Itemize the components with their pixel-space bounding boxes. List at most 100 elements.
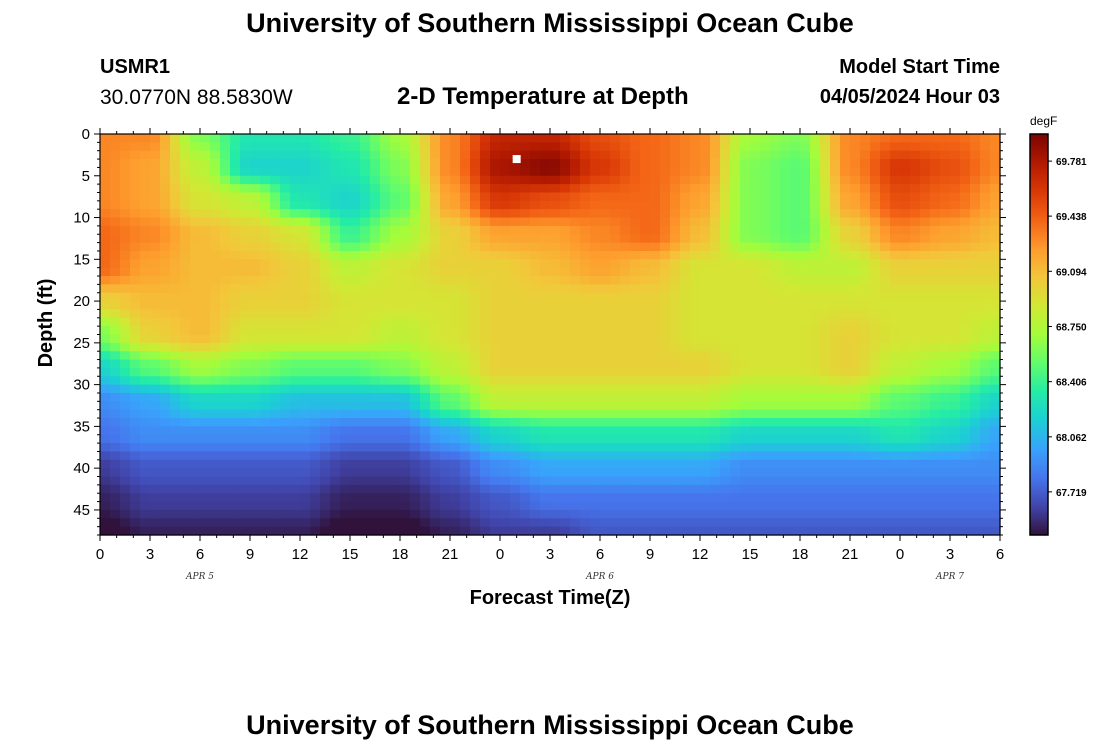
- heatmap-cell: [450, 217, 461, 227]
- heatmap-cell: [970, 134, 981, 143]
- heatmap-cell: [670, 317, 681, 327]
- heatmap-cell: [960, 359, 971, 369]
- heatmap-cell: [690, 342, 701, 352]
- heatmap-cell: [980, 134, 991, 143]
- heatmap-cell: [250, 342, 261, 352]
- heatmap-cell: [360, 351, 371, 361]
- heatmap-cell: [190, 225, 201, 235]
- heatmap-cell: [530, 250, 541, 260]
- heatmap-cell: [400, 484, 411, 494]
- heatmap-cell: [510, 376, 521, 386]
- heatmap-cell: [490, 401, 501, 411]
- heatmap-cell: [280, 175, 291, 185]
- heatmap-cell: [790, 276, 801, 285]
- heatmap-cell: [860, 476, 871, 486]
- heatmap-cell: [930, 292, 941, 302]
- heatmap-cell: [230, 284, 241, 294]
- heatmap-cell: [440, 267, 451, 277]
- heatmap-cell: [230, 476, 241, 486]
- heatmap-cell: [240, 459, 251, 469]
- heatmap-cell: [780, 200, 791, 210]
- heatmap-cell: [510, 167, 521, 177]
- heatmap-cell: [940, 434, 951, 444]
- heatmap-cell: [840, 459, 851, 469]
- heatmap-cell: [120, 509, 131, 519]
- heatmap-cell: [900, 451, 911, 461]
- heatmap-cell: [440, 434, 451, 444]
- heatmap-cell: [600, 150, 611, 160]
- heatmap-cell: [560, 234, 571, 244]
- heatmap-cell: [930, 493, 941, 503]
- heatmap-cell: [190, 434, 201, 444]
- heatmap-cell: [880, 476, 891, 486]
- heatmap-cell: [800, 276, 811, 285]
- heatmap-cell: [160, 484, 171, 494]
- heatmap-cell: [770, 418, 781, 427]
- heatmap-cell: [980, 342, 991, 352]
- heatmap-cell: [360, 468, 371, 478]
- heatmap-cell: [580, 200, 591, 210]
- heatmap-cell: [170, 451, 181, 461]
- heatmap-cell: [380, 359, 391, 369]
- heatmap-cell: [970, 392, 981, 402]
- heatmap-cell: [650, 150, 661, 160]
- heatmap-cell: [560, 401, 571, 411]
- heatmap-cell: [660, 309, 671, 319]
- heatmap-cell: [620, 217, 631, 227]
- heatmap-cell: [930, 367, 941, 377]
- heatmap-cell: [300, 142, 311, 152]
- heatmap-cell: [150, 443, 161, 453]
- heatmap-cell: [650, 242, 661, 252]
- heatmap-cell: [220, 376, 231, 386]
- heatmap-cell: [370, 459, 381, 469]
- heatmap-cell: [560, 309, 571, 319]
- heatmap-cell: [740, 259, 751, 269]
- heatmap-cell: [610, 259, 621, 269]
- heatmap-cell: [680, 342, 691, 352]
- heatmap-cell: [400, 443, 411, 453]
- heatmap-cell: [690, 284, 701, 294]
- heatmap-cell: [840, 192, 851, 202]
- heatmap-cell: [410, 284, 421, 294]
- heatmap-cell: [370, 175, 381, 185]
- heatmap-cell: [200, 484, 211, 494]
- heatmap-cell: [340, 259, 351, 269]
- heatmap-cell: [830, 359, 841, 369]
- heatmap-cell: [970, 284, 981, 294]
- heatmap-cell: [920, 267, 931, 277]
- heatmap-cell: [310, 501, 321, 511]
- heatmap-cell: [140, 159, 151, 169]
- heatmap-cell: [980, 276, 991, 285]
- heatmap-cell: [850, 451, 861, 461]
- heatmap-cell: [400, 468, 411, 478]
- heatmap-cell: [620, 317, 631, 327]
- heatmap-cell: [310, 484, 321, 494]
- heatmap-cell: [570, 367, 581, 377]
- heatmap-cell: [890, 276, 901, 285]
- heatmap-cell: [470, 192, 481, 202]
- heatmap-cell: [110, 200, 121, 210]
- heatmap-cell: [760, 426, 771, 436]
- heatmap-cell: [690, 209, 701, 219]
- heatmap-cell: [630, 209, 641, 219]
- heatmap-cell: [260, 184, 271, 194]
- heatmap-cell: [380, 518, 391, 528]
- heatmap-cell: [520, 459, 531, 469]
- heatmap-cell: [490, 476, 501, 486]
- heatmap-cell: [460, 359, 471, 369]
- heatmap-cell: [110, 484, 121, 494]
- heatmap-cell: [940, 418, 951, 427]
- heatmap-cell: [940, 501, 951, 511]
- heatmap-cell: [290, 259, 301, 269]
- heatmap-cell: [210, 326, 221, 336]
- heatmap-cell: [520, 518, 531, 528]
- heatmap-cell: [740, 142, 751, 152]
- heatmap-cell: [430, 509, 441, 519]
- heatmap-cell: [240, 284, 251, 294]
- heatmap-cell: [570, 443, 581, 453]
- heatmap-cell: [600, 493, 611, 503]
- heatmap-cell: [590, 459, 601, 469]
- heatmap-cell: [500, 451, 511, 461]
- heatmap-cell: [870, 501, 881, 511]
- heatmap-cell: [780, 301, 791, 311]
